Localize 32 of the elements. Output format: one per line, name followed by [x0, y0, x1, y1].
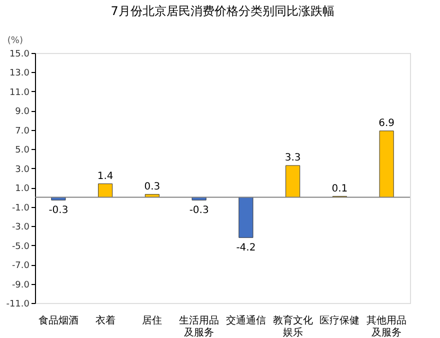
data-label: 3.3	[284, 152, 301, 164]
data-label: 1.4	[97, 170, 114, 182]
x-tick-label: 衣着	[95, 314, 116, 326]
y-tick-label: 3.0	[15, 164, 30, 175]
x-tick-label: 居住	[142, 316, 162, 326]
data-label: 6.9	[378, 118, 395, 129]
y-tick-label: 11.0	[9, 88, 30, 98]
y-tick-label: 5.0	[15, 146, 30, 156]
y-tick-label: 9.0	[15, 107, 30, 118]
y-tick-label: 1.0	[15, 184, 30, 194]
data-label: -4.2	[236, 242, 256, 254]
y-tick-label: -5.0	[12, 242, 30, 252]
x-tick-label: 其他用品及服务	[366, 314, 407, 338]
data-label: -0.3	[48, 205, 68, 216]
x-tick-label: 教育文化娱乐	[272, 314, 313, 338]
data-label: 0.1	[332, 183, 348, 194]
y-tick-label: 13.0	[9, 68, 30, 79]
x-tick-label: 食品烟酒	[38, 314, 78, 326]
y-tick-label: -7.0	[12, 261, 30, 272]
y-tick-label: -11.0	[6, 300, 30, 310]
y-tick-label: -3.0	[12, 222, 30, 233]
chart-title: 7月份北京居民消费价格分类别同比涨跌幅	[110, 4, 334, 18]
y-tick-label: -1.0	[12, 203, 30, 214]
x-tick-label: 生活用品及服务	[179, 314, 220, 338]
x-tick-label: 交通通信	[226, 314, 266, 326]
data-label: -0.3	[189, 205, 209, 216]
data-label: 0.3	[144, 181, 160, 192]
x-tick-label: 医疗保健	[320, 314, 360, 326]
y-tick-label: -9.0	[12, 280, 30, 290]
y-tick-label: 15.0	[9, 50, 30, 60]
y-axis-title: (%)	[7, 36, 23, 46]
y-tick-label: 7.0	[15, 126, 30, 136]
